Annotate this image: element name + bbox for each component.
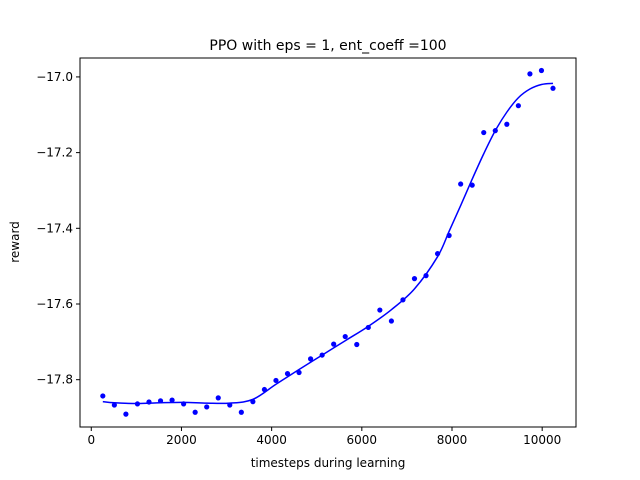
x-tick-label: 0 [87,433,95,447]
x-axis-ticks: 0 2000 4000 6000 8000 10000 [87,427,561,447]
data-point [123,411,129,417]
x-axis-label: timesteps during learning [251,456,406,470]
data-point [192,409,198,415]
data-point [527,71,533,77]
data-point [504,121,510,127]
data-point [411,276,418,282]
data-point [111,402,117,408]
y-tick-label: −17.2 [36,146,73,160]
y-tick-label: −17.8 [36,373,73,387]
data-point [261,386,268,393]
data-point [538,67,545,74]
data-point [550,85,556,91]
data-point [238,409,244,415]
data-point [469,182,475,188]
plot-frame [79,57,577,428]
data-point [284,371,291,377]
data-point [331,341,337,347]
data-point [365,324,371,331]
data-point [157,398,164,404]
data-point [423,273,429,279]
data-point [215,395,221,401]
data-point [296,369,302,376]
data-point [492,128,498,134]
data-point [342,333,348,340]
data-point [250,399,256,405]
data-point [458,181,464,187]
data-point [388,318,394,324]
x-tick-label: 4000 [256,433,287,447]
data-point [354,341,360,348]
data-point [181,401,187,407]
y-axis-label: reward [8,221,22,263]
y-tick-label: −17.0 [36,70,73,84]
data-point [227,402,233,408]
data-point [100,393,106,399]
data-layer [100,67,556,417]
data-point [515,103,521,109]
data-point [273,377,279,384]
x-tick-label: 2000 [166,433,197,447]
y-tick-label: −17.6 [36,297,73,311]
data-point [446,232,452,239]
x-tick-label: 6000 [347,433,378,447]
y-tick-label: −17.4 [36,221,73,235]
y-axis-ticks: −17.8 −17.6 −17.4 −17.2 −17.0 [36,70,80,387]
data-point [319,352,325,358]
data-point [146,399,152,405]
data-point [307,356,314,362]
data-point [434,251,441,257]
x-tick-label: 10000 [523,433,561,447]
data-point [134,401,141,407]
data-point [481,129,487,136]
data-point [204,404,210,410]
data-points [100,67,556,417]
data-point [400,297,406,303]
x-tick-label: 8000 [437,433,468,447]
chart-title: PPO with eps = 1, ent_coeff =100 [209,38,446,54]
data-point [377,307,383,313]
data-point [169,397,175,403]
